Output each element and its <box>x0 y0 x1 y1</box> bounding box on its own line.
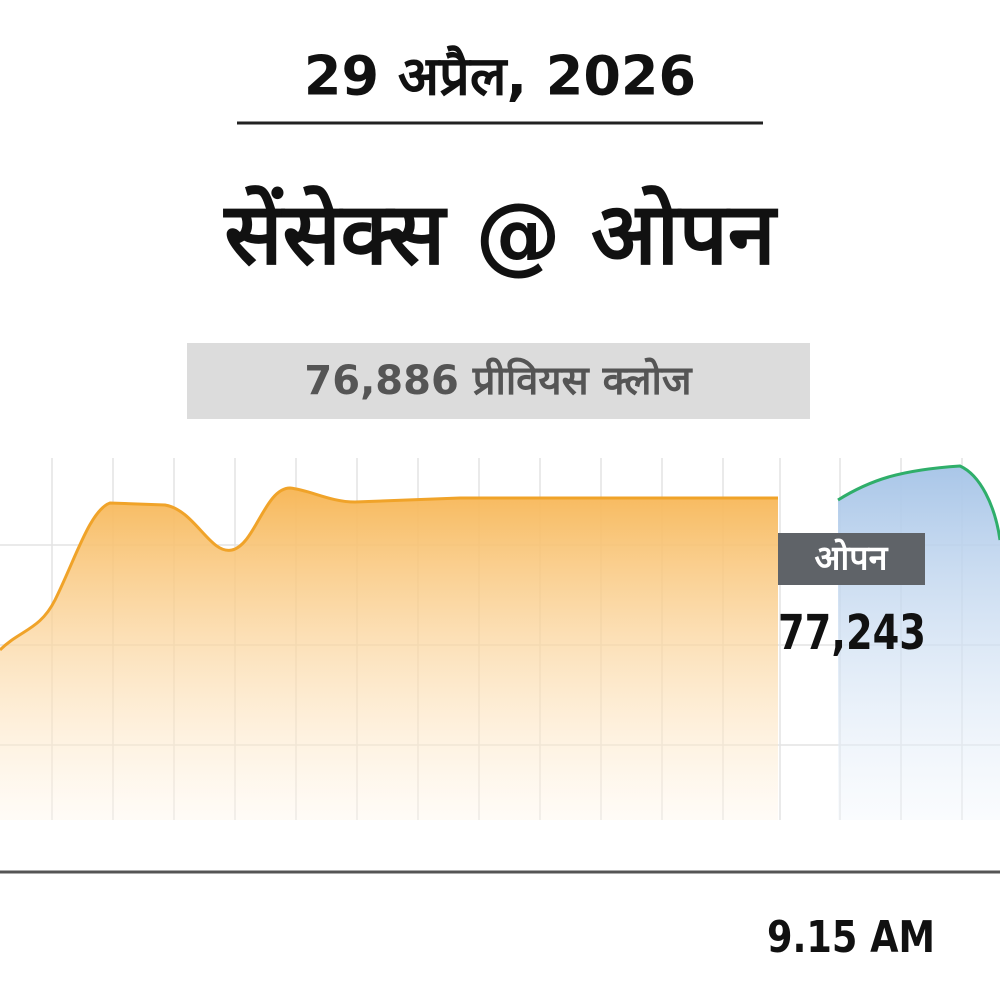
title: सेंसेक्स @ ओपन <box>222 184 778 284</box>
open-badge: ओपन <box>815 538 889 579</box>
open-value: 77,243 <box>778 605 926 661</box>
forecast-line <box>837 464 1000 541</box>
session-line <box>0 486 778 652</box>
previous-close: 76,886 प्रीवियस क्लोज <box>304 357 692 404</box>
date: 29 अप्रैल, 2026 <box>304 45 696 108</box>
time-label: 9.15 AM <box>767 912 935 963</box>
session-area <box>0 488 778 820</box>
previous-close-box <box>187 343 810 419</box>
open-badge-box <box>778 533 925 585</box>
